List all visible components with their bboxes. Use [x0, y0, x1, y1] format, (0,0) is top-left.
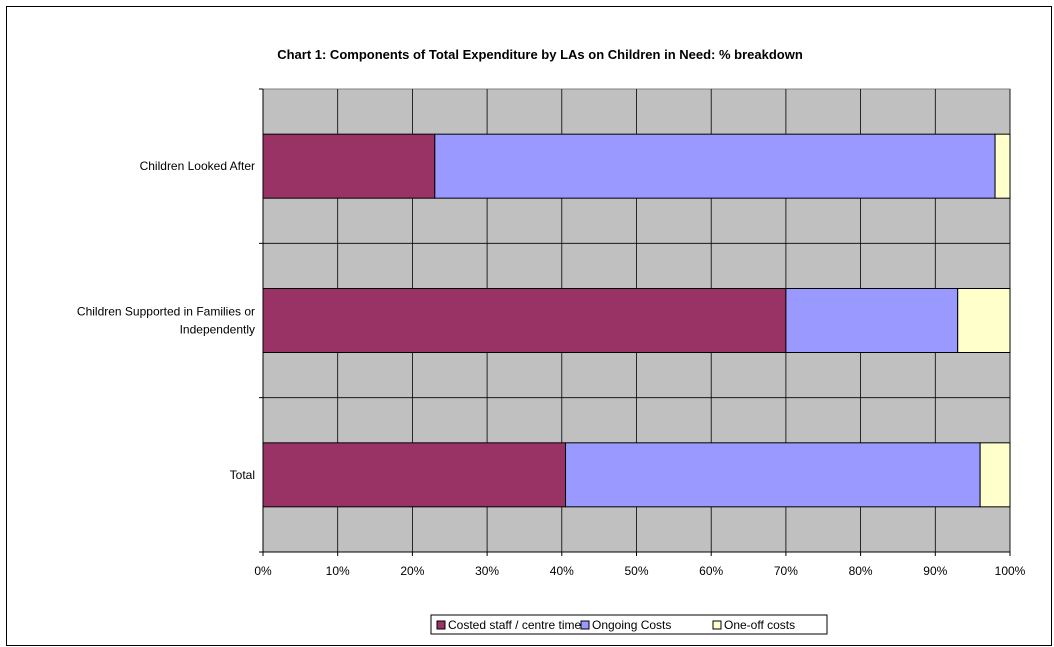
x-tick-label: 0% — [254, 564, 272, 578]
x-tick-label: 30% — [475, 564, 499, 578]
legend-label: One-off costs — [724, 618, 795, 632]
bar-segment — [262, 133, 436, 199]
x-tick-label: 10% — [326, 564, 350, 578]
category-label-line: Total — [230, 468, 255, 482]
category-label-line: Children Supported in Families or — [77, 305, 255, 319]
axes — [259, 88, 1011, 556]
legend-box — [430, 614, 828, 635]
category-label-line: Independently — [180, 323, 255, 337]
category-label: Children Supported in Families or Indepen… — [77, 305, 255, 337]
x-tick-label: 20% — [400, 564, 424, 578]
bar-segment — [979, 442, 1011, 508]
x-tick-label: 50% — [624, 564, 648, 578]
x-tick-label: 100% — [995, 564, 1026, 578]
x-tick-label: 70% — [774, 564, 798, 578]
bar-segment — [785, 288, 959, 353]
x-tick-label: 60% — [699, 564, 723, 578]
category-labels: Children Looked After Children Supported … — [77, 159, 255, 482]
legend: Costed staff / centre time Ongoing Costs O… — [430, 614, 828, 635]
chart-frame: Chart 1: Components of Total Expenditure… — [6, 6, 1052, 646]
category-label: Total — [230, 468, 255, 482]
chart-title: Chart 1: Components of Total Expenditure… — [277, 47, 803, 62]
bar-segment — [262, 288, 787, 353]
x-tick-label: 40% — [550, 564, 574, 578]
category-label-line: Children Looked After — [140, 159, 255, 173]
bar-segment — [565, 442, 981, 508]
category-label: Children Looked After — [140, 159, 255, 173]
x-axis-ticks: 0% 10% 20% 30% 40% 50% 60% 70% 80% 90% 100% — [254, 564, 1025, 578]
bars — [262, 133, 1011, 508]
legend-swatch — [436, 620, 446, 630]
legend-label: Ongoing Costs — [592, 618, 671, 632]
x-tick-label: 90% — [923, 564, 947, 578]
bar-segment — [262, 442, 567, 508]
x-tick-label: 80% — [849, 564, 873, 578]
legend-swatch — [712, 620, 722, 630]
bar-segment — [434, 133, 996, 199]
chart: Chart 1: Components of Total Expenditure… — [77, 47, 1026, 635]
legend-label: Costed staff / centre time — [448, 618, 581, 632]
bar-segment — [957, 288, 1011, 353]
legend-swatch — [580, 620, 590, 630]
bar-segment — [994, 133, 1011, 199]
